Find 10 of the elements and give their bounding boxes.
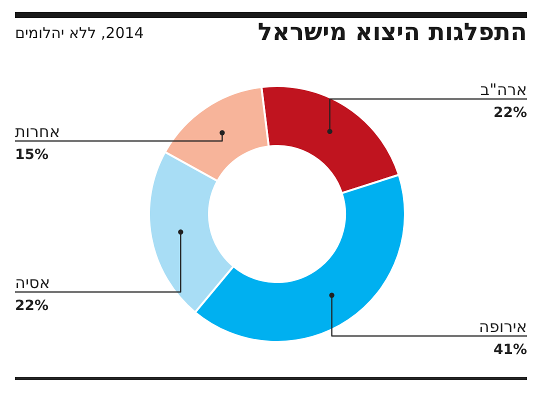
slice-label: אירופה (478, 317, 527, 336)
data-label: 15% (15, 147, 49, 163)
data-label: 22% (493, 105, 527, 121)
slice-label: אסיה (15, 273, 50, 292)
slice-label: אחרות (15, 122, 60, 141)
chart-subtitle: 2014, ללא יהלומים (15, 24, 144, 42)
data-label: 41% (493, 342, 527, 358)
data-label: 22% (15, 298, 49, 314)
slice-label: ארה"ב (480, 80, 527, 99)
chart-title: התפלגות היצוא מישראל (258, 18, 527, 46)
